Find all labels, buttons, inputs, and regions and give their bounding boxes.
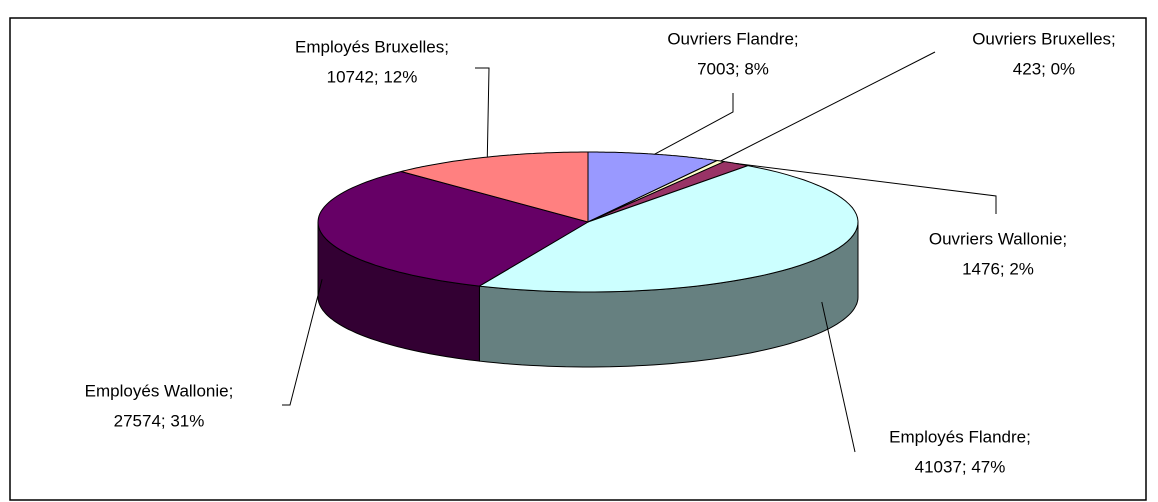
data-label: Ouvriers Bruxelles; bbox=[972, 29, 1116, 48]
leader-line bbox=[821, 301, 856, 453]
data-label: Ouvriers Wallonie; bbox=[929, 229, 1067, 248]
data-label: Employés Bruxelles; bbox=[295, 37, 449, 56]
data-label: 41037; 47% bbox=[915, 457, 1006, 476]
pie-slice bbox=[477, 165, 859, 293]
data-label: 10742; 12% bbox=[327, 67, 418, 86]
data-label: Employés Wallonie; bbox=[85, 381, 234, 400]
data-label: 423; 0% bbox=[1013, 59, 1075, 78]
data-label: 1476; 2% bbox=[962, 259, 1034, 278]
leader-line bbox=[475, 67, 490, 158]
data-label: 7003; 8% bbox=[697, 59, 769, 78]
leader-line bbox=[654, 93, 734, 155]
data-label: Employés Flandre; bbox=[889, 427, 1031, 446]
leader-line bbox=[736, 163, 997, 214]
leader-line bbox=[282, 279, 323, 406]
pie-slice bbox=[317, 170, 590, 287]
leader-line bbox=[720, 51, 936, 162]
data-label: 27574; 31% bbox=[114, 411, 205, 430]
data-label: Ouvriers Flandre; bbox=[667, 29, 798, 48]
